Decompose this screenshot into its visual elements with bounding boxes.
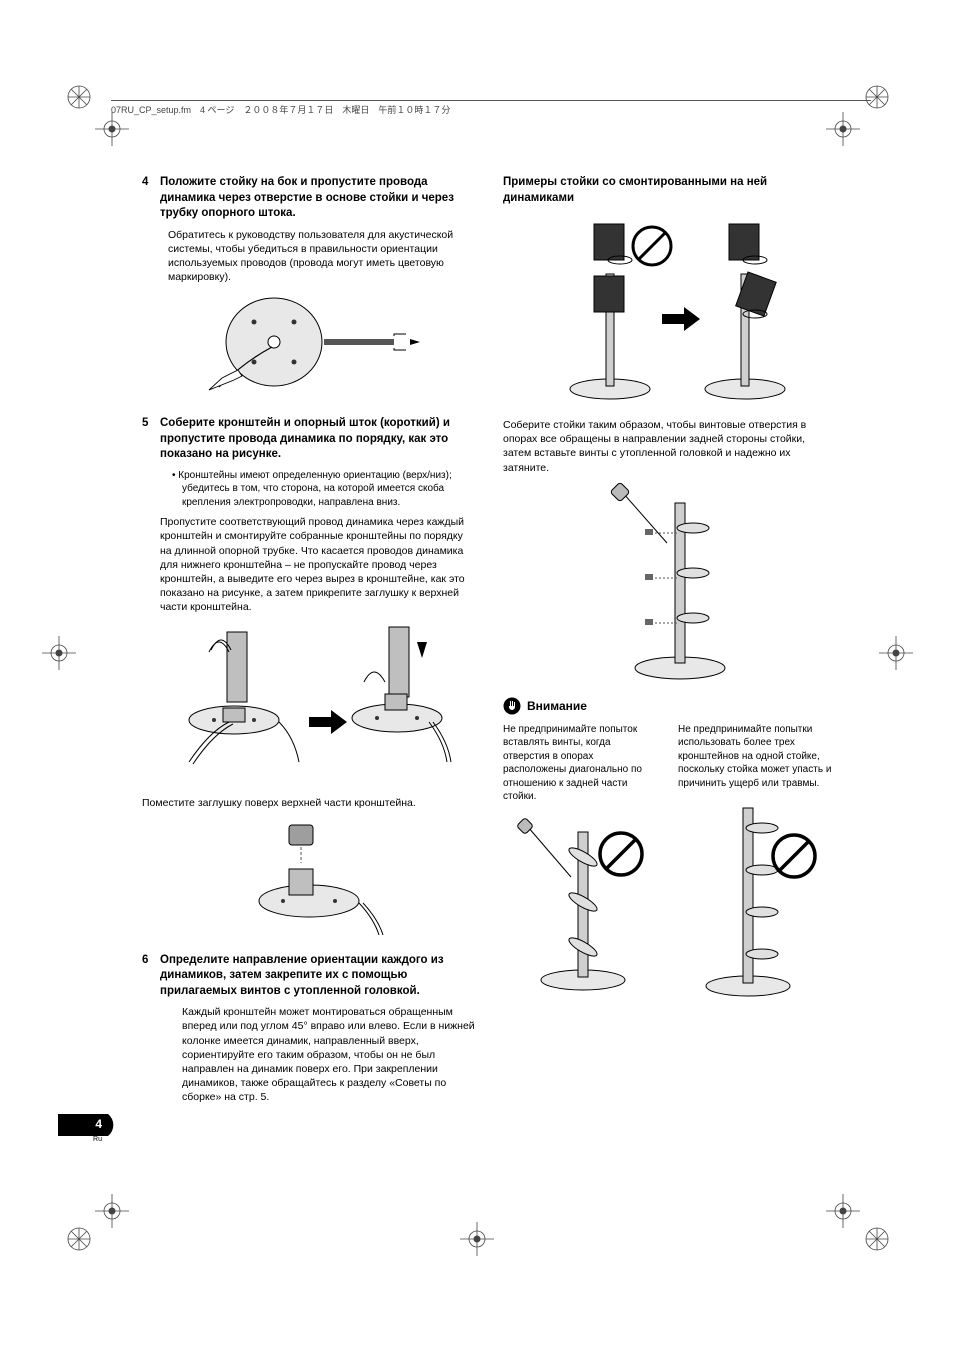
crosshair-mid-right (879, 636, 913, 670)
step5-head-text: Соберите кронштейн и опорный шток (корот… (160, 417, 450, 460)
warn1-text: Не предпринимайте попыток вставлять винт… (503, 723, 658, 804)
step5-body: Пропустите соответствующий провод динами… (142, 515, 475, 614)
crosshair-bot-right (826, 1194, 860, 1228)
step5-num: 5 (142, 416, 160, 432)
step6-head-text: Определите направление ориентации каждог… (160, 954, 444, 997)
step6-heading: 6Определите направление ориентации каждо… (142, 953, 475, 1000)
warning-columns: Не предпринимайте попыток вставлять винт… (503, 723, 836, 1004)
page-lang: Ru (58, 1136, 102, 1144)
crosshair-bot-center (460, 1222, 494, 1256)
regmark-tl (66, 84, 92, 110)
figure-base-wire (142, 292, 475, 402)
page-tab: 4 Ru (58, 1114, 122, 1148)
step6-body: Каждый кронштейн может монтироваться обр… (142, 1005, 475, 1104)
figure-cap (142, 819, 475, 939)
page-number: 4 (58, 1114, 102, 1132)
warn2-text: Не предпринимайте попытки использовать б… (678, 723, 833, 791)
right-column: Примеры стойки со смонтированными на ней… (503, 175, 836, 1112)
figure-screw-ok (503, 483, 836, 683)
assemble-text: Соберите стойки таким образом, чтобы вин… (503, 418, 836, 475)
warning-heading-text: Внимание (527, 699, 587, 713)
warn-col2: Не предпринимайте попытки использовать б… (678, 723, 833, 1004)
caption-cap: Поместите заглушку поверх верхней части … (142, 796, 475, 810)
content-area: 4Положите стойку на бок и пропустите про… (142, 175, 836, 1112)
regmark-br (864, 1226, 890, 1252)
hand-icon (503, 697, 521, 715)
crosshair-bot-left (95, 1194, 129, 1228)
warn-col1: Не предпринимайте попыток вставлять винт… (503, 723, 658, 1004)
crosshair-mid-left (42, 636, 76, 670)
figure-warn1 (503, 812, 653, 992)
step6-num: 6 (142, 953, 160, 969)
step4-heading: 4Положите стойку на бок и пропустите про… (142, 175, 475, 222)
step5-tip: Кронштейны имеют определенную ориентацию… (142, 469, 475, 510)
step4-body: Обратитесь к руководству пользователя дл… (142, 228, 475, 285)
crosshair-top-right (826, 112, 860, 146)
examples-heading: Примеры стойки со смонтированными на ней… (503, 175, 836, 206)
page-header: 07RU_CP_setup.fm 4 ページ ２００８年７月１７日 木曜日 午前… (111, 100, 871, 112)
step5-heading: 5Соберите кронштейн и опорный шток (коро… (142, 416, 475, 463)
warning-heading: Внимание (503, 697, 836, 715)
regmark-bl (66, 1226, 92, 1252)
left-column: 4Положите стойку на бок и пропустите про… (142, 175, 475, 1112)
figure-bracket-wire (142, 622, 475, 782)
figure-warn2 (678, 798, 828, 998)
step4-num: 4 (142, 175, 160, 191)
figure-examples (503, 214, 836, 404)
step4-head-text: Положите стойку на бок и пропустите пров… (160, 176, 454, 219)
crosshair-top-left (95, 112, 129, 146)
